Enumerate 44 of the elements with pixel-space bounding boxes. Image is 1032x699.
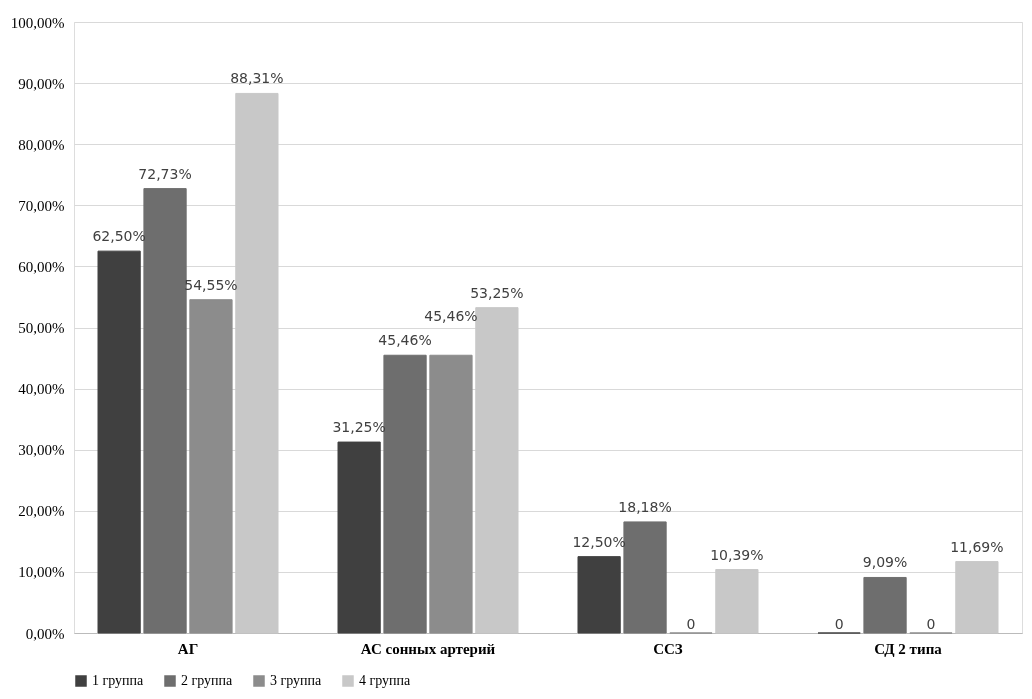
x-tick-label: АГ [177,640,199,657]
bar [429,354,473,634]
data-label: 9,09% [862,554,908,571]
data-label: 0 [926,616,936,632]
bar [189,299,233,634]
bar [577,556,621,634]
data-label: 53,25% [470,284,524,301]
y-tick-label: 50,00% [18,320,65,336]
bar [863,576,907,634]
data-label: 18,18% [618,498,672,515]
bar [337,441,381,634]
legend-label: 4 группа [359,673,412,688]
x-tick-label: АС сонных артерий [360,640,496,657]
data-label: 0 [686,616,696,632]
data-label: 0 [834,616,844,632]
y-tick-label: 10,00% [18,564,65,581]
y-tick-label: 100,00% [10,14,65,31]
bar [955,561,999,634]
y-tick-label: 80,00% [18,136,65,153]
y-tick-label: 40,00% [18,381,65,398]
bar [235,92,279,634]
x-tick-label: СД 2 типа [874,640,943,657]
y-tick-label: 70,00% [18,197,65,214]
legend-label: 2 группа [181,673,234,688]
data-label: 45,46% [424,308,478,325]
bar [715,569,759,634]
bar [143,188,187,634]
y-tick-label: 30,00% [18,442,65,459]
bar [475,307,519,634]
data-label: 45,46% [378,332,432,349]
x-tick-label: ССЗ [653,640,683,657]
data-label: 72,73% [138,165,192,182]
y-tick-label: 20,00% [18,503,65,520]
legend-label: 3 группа [270,673,323,688]
bar [97,250,141,634]
y-tick-label: 60,00% [18,258,65,275]
y-tick-label: 0,00% [25,625,65,642]
y-tick-label: 90,00% [18,75,65,92]
bar [383,354,427,634]
data-label: 10,39% [710,546,764,563]
data-label: 11,69% [950,538,1004,555]
data-label: 88,31% [230,70,284,87]
legend-label: 1 группа [92,673,145,688]
bar [623,521,667,634]
